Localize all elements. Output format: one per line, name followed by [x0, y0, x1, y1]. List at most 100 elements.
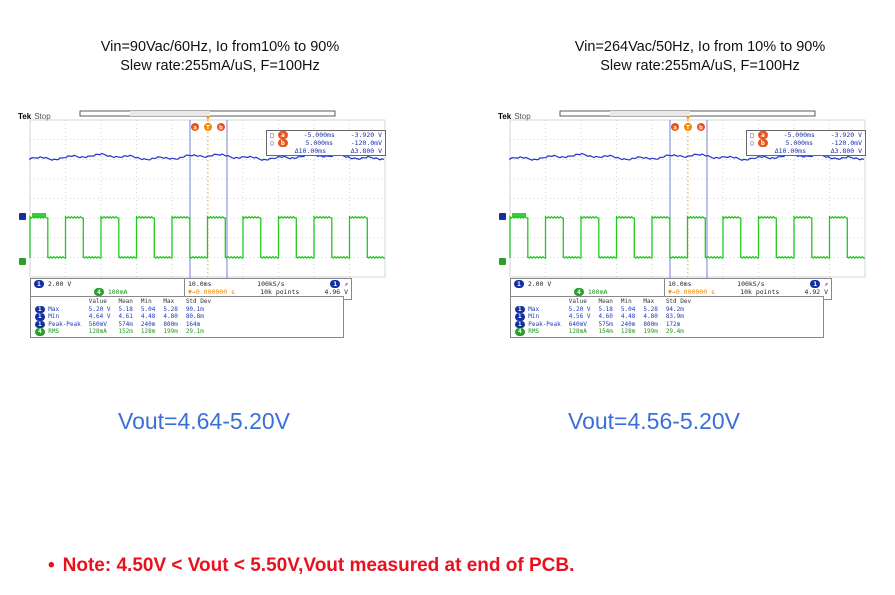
timebase: 10.0ms [668, 280, 692, 288]
measurement-value: 128m [140, 328, 156, 336]
note-text: Note: 4.50V < Vout < 5.50V,Vout measured… [62, 555, 575, 576]
trigger-position: ▼→0.000000 s [668, 288, 715, 296]
measurement-row: 1 Max 5.20 V 5.18 5.04 5.28 94.2m [511, 305, 695, 314]
sample-rate: 100kS/s [257, 280, 285, 288]
sample-rate: 100kS/s [737, 280, 765, 288]
cursor-delta-time: Δ10.00ms [294, 147, 326, 155]
measurement-value: 560mV [88, 320, 107, 328]
ch1-ground-marker [19, 213, 26, 220]
measurement-name: Min [48, 313, 60, 321]
measurement-value: 83.9m [665, 313, 684, 321]
tek-brand: Tek Stop [498, 112, 531, 121]
measurement-row: 4 RMS 128mA 154m 128m 199m 29.4m [511, 328, 695, 336]
cursor-b-badge [217, 123, 225, 131]
note-bullet: • [48, 555, 55, 576]
measurement-header [511, 298, 565, 306]
cursor-b-icon: ○ b [750, 139, 768, 147]
measurement-value: 172m [665, 320, 681, 328]
timebase: 10.0ms [188, 280, 212, 288]
measurement-table: Value Mean Min Max Std Dev 1 Max 5.20 V 5.18 5.0… [30, 296, 344, 338]
record-window [130, 111, 210, 116]
measurement-row: 1 Max 5.20 V 5.18 5.04 5.28 90.1m [31, 305, 215, 314]
right-caption-line2: Slew rate:255mA/uS, F=100Hz [600, 58, 800, 74]
measurement-value: 800m [643, 320, 658, 328]
ch4-overshoot [512, 213, 526, 217]
cursor-readout: □ a -5.000ms -3.920 V ○ b 5.000ms -120.0mV Δ10… [746, 130, 866, 156]
measurement-value: 4.60 [598, 313, 613, 321]
measurement-header: Mean [598, 298, 613, 305]
measurement-value: 29.4m [665, 328, 684, 336]
measurement-value: 128m [620, 328, 636, 336]
record-length: 10k points [740, 288, 780, 296]
measurement-channel-badge: 1 [35, 313, 45, 321]
cursor-delta-value: Δ3.800 V [830, 147, 862, 155]
measurement-value: 4.48 [620, 313, 636, 321]
cursor-b-icon: ○ b [270, 139, 288, 147]
cursor-b-value: -120.0mV [830, 139, 862, 147]
note-line: • Note: 4.50V < Vout < 5.50V,Vout measure… [48, 555, 574, 577]
measurement-header: Max [643, 298, 655, 305]
cursor-a-badge [671, 123, 679, 131]
ch4-overshoot [32, 213, 46, 217]
cursor-b-badge-text: b [699, 126, 703, 132]
ch1-scale: 2.00 V [47, 280, 72, 288]
measurement-value: 152m [118, 328, 133, 336]
measurement-value: 4.80 [643, 313, 658, 321]
record-length: 10k points [260, 288, 300, 296]
trigger-source-badge: 1 [330, 280, 341, 288]
left-vout-label: Vout=4.64-5.20V [118, 408, 291, 434]
tek-brand: Tek Stop [18, 112, 51, 121]
measurement-value: 128mA [88, 328, 107, 336]
measurement-value: 5.04 [620, 305, 636, 313]
cursor-a-badge-text: a [193, 126, 197, 132]
measurement-value: 4.48 [140, 313, 156, 321]
cursor-a-value: -3.920 V [830, 131, 862, 139]
trigger-level: 4.96 V [324, 288, 348, 296]
trigger-badge-text: T [686, 126, 690, 132]
measurement-value: 240m [620, 320, 636, 328]
measurement-name: RMS [528, 328, 540, 336]
measurement-channel-badge: 1 [35, 320, 45, 329]
acquisition-state: Stop [34, 112, 51, 121]
measurement-value: 240m [140, 320, 156, 328]
measurement-channel-badge: 1 [515, 313, 525, 321]
measurement-value: 640mV [568, 320, 587, 328]
measurement-row: 4 RMS 128mA 152m 128m 199m 29.1m [31, 328, 215, 336]
trigger-level: 4.92 V [804, 288, 828, 296]
trigger-source-badge: 1 [810, 280, 821, 288]
record-window [610, 111, 690, 116]
cursor-delta-time: Δ10.00ms [774, 147, 806, 155]
measurement-row: 1 Peak-Peak 560mV 574m 240m 800m 164m [31, 320, 215, 329]
measurement-channel-badge: 4 [515, 328, 525, 336]
measurement-header: Min [620, 298, 632, 305]
measurement-header-row: Value Mean Min Max Std Dev [31, 298, 215, 306]
measurement-value: 94.2m [665, 305, 684, 313]
ch4-badge: 4 [574, 288, 584, 296]
measurement-channel-badge: 1 [35, 305, 45, 314]
cursor-b-time: 5.000ms [785, 139, 813, 147]
cursor-a-icon: □ a [270, 131, 288, 139]
ch1-scale: 2.00 V [527, 280, 552, 288]
ch4-badge: 4 [94, 288, 104, 296]
ch4-scale: 100mA [587, 288, 608, 296]
cursor-b-time: 5.000ms [305, 139, 333, 147]
cursor-b-badge-text: b [219, 126, 223, 132]
ch4-ground-marker [19, 258, 26, 265]
measurement-value: 4.80 [163, 313, 178, 321]
measurement-row: 1 Min 4.56 V 4.60 4.48 4.80 83.9m [511, 313, 695, 321]
cursor-a-badge [191, 123, 199, 131]
right-vout-label: Vout=4.56-5.20V [568, 408, 741, 434]
tek-brand-text: Tek [18, 112, 32, 121]
acquisition-state: Stop [514, 112, 531, 121]
measurement-value: 5.20 V [88, 305, 111, 313]
measurement-header: Mean [118, 298, 133, 305]
measurement-header: Value [88, 298, 107, 305]
measurement-value: 4.56 V [568, 313, 591, 321]
measurement-value: 5.20 V [568, 305, 591, 313]
measurement-header: Max [163, 298, 175, 305]
ch4-ground-marker [499, 258, 506, 265]
measurement-value: 29.1m [185, 328, 204, 336]
measurement-header-row: Value Mean Min Max Std Dev [511, 298, 695, 306]
measurement-name: Peak-Peak [528, 320, 561, 328]
